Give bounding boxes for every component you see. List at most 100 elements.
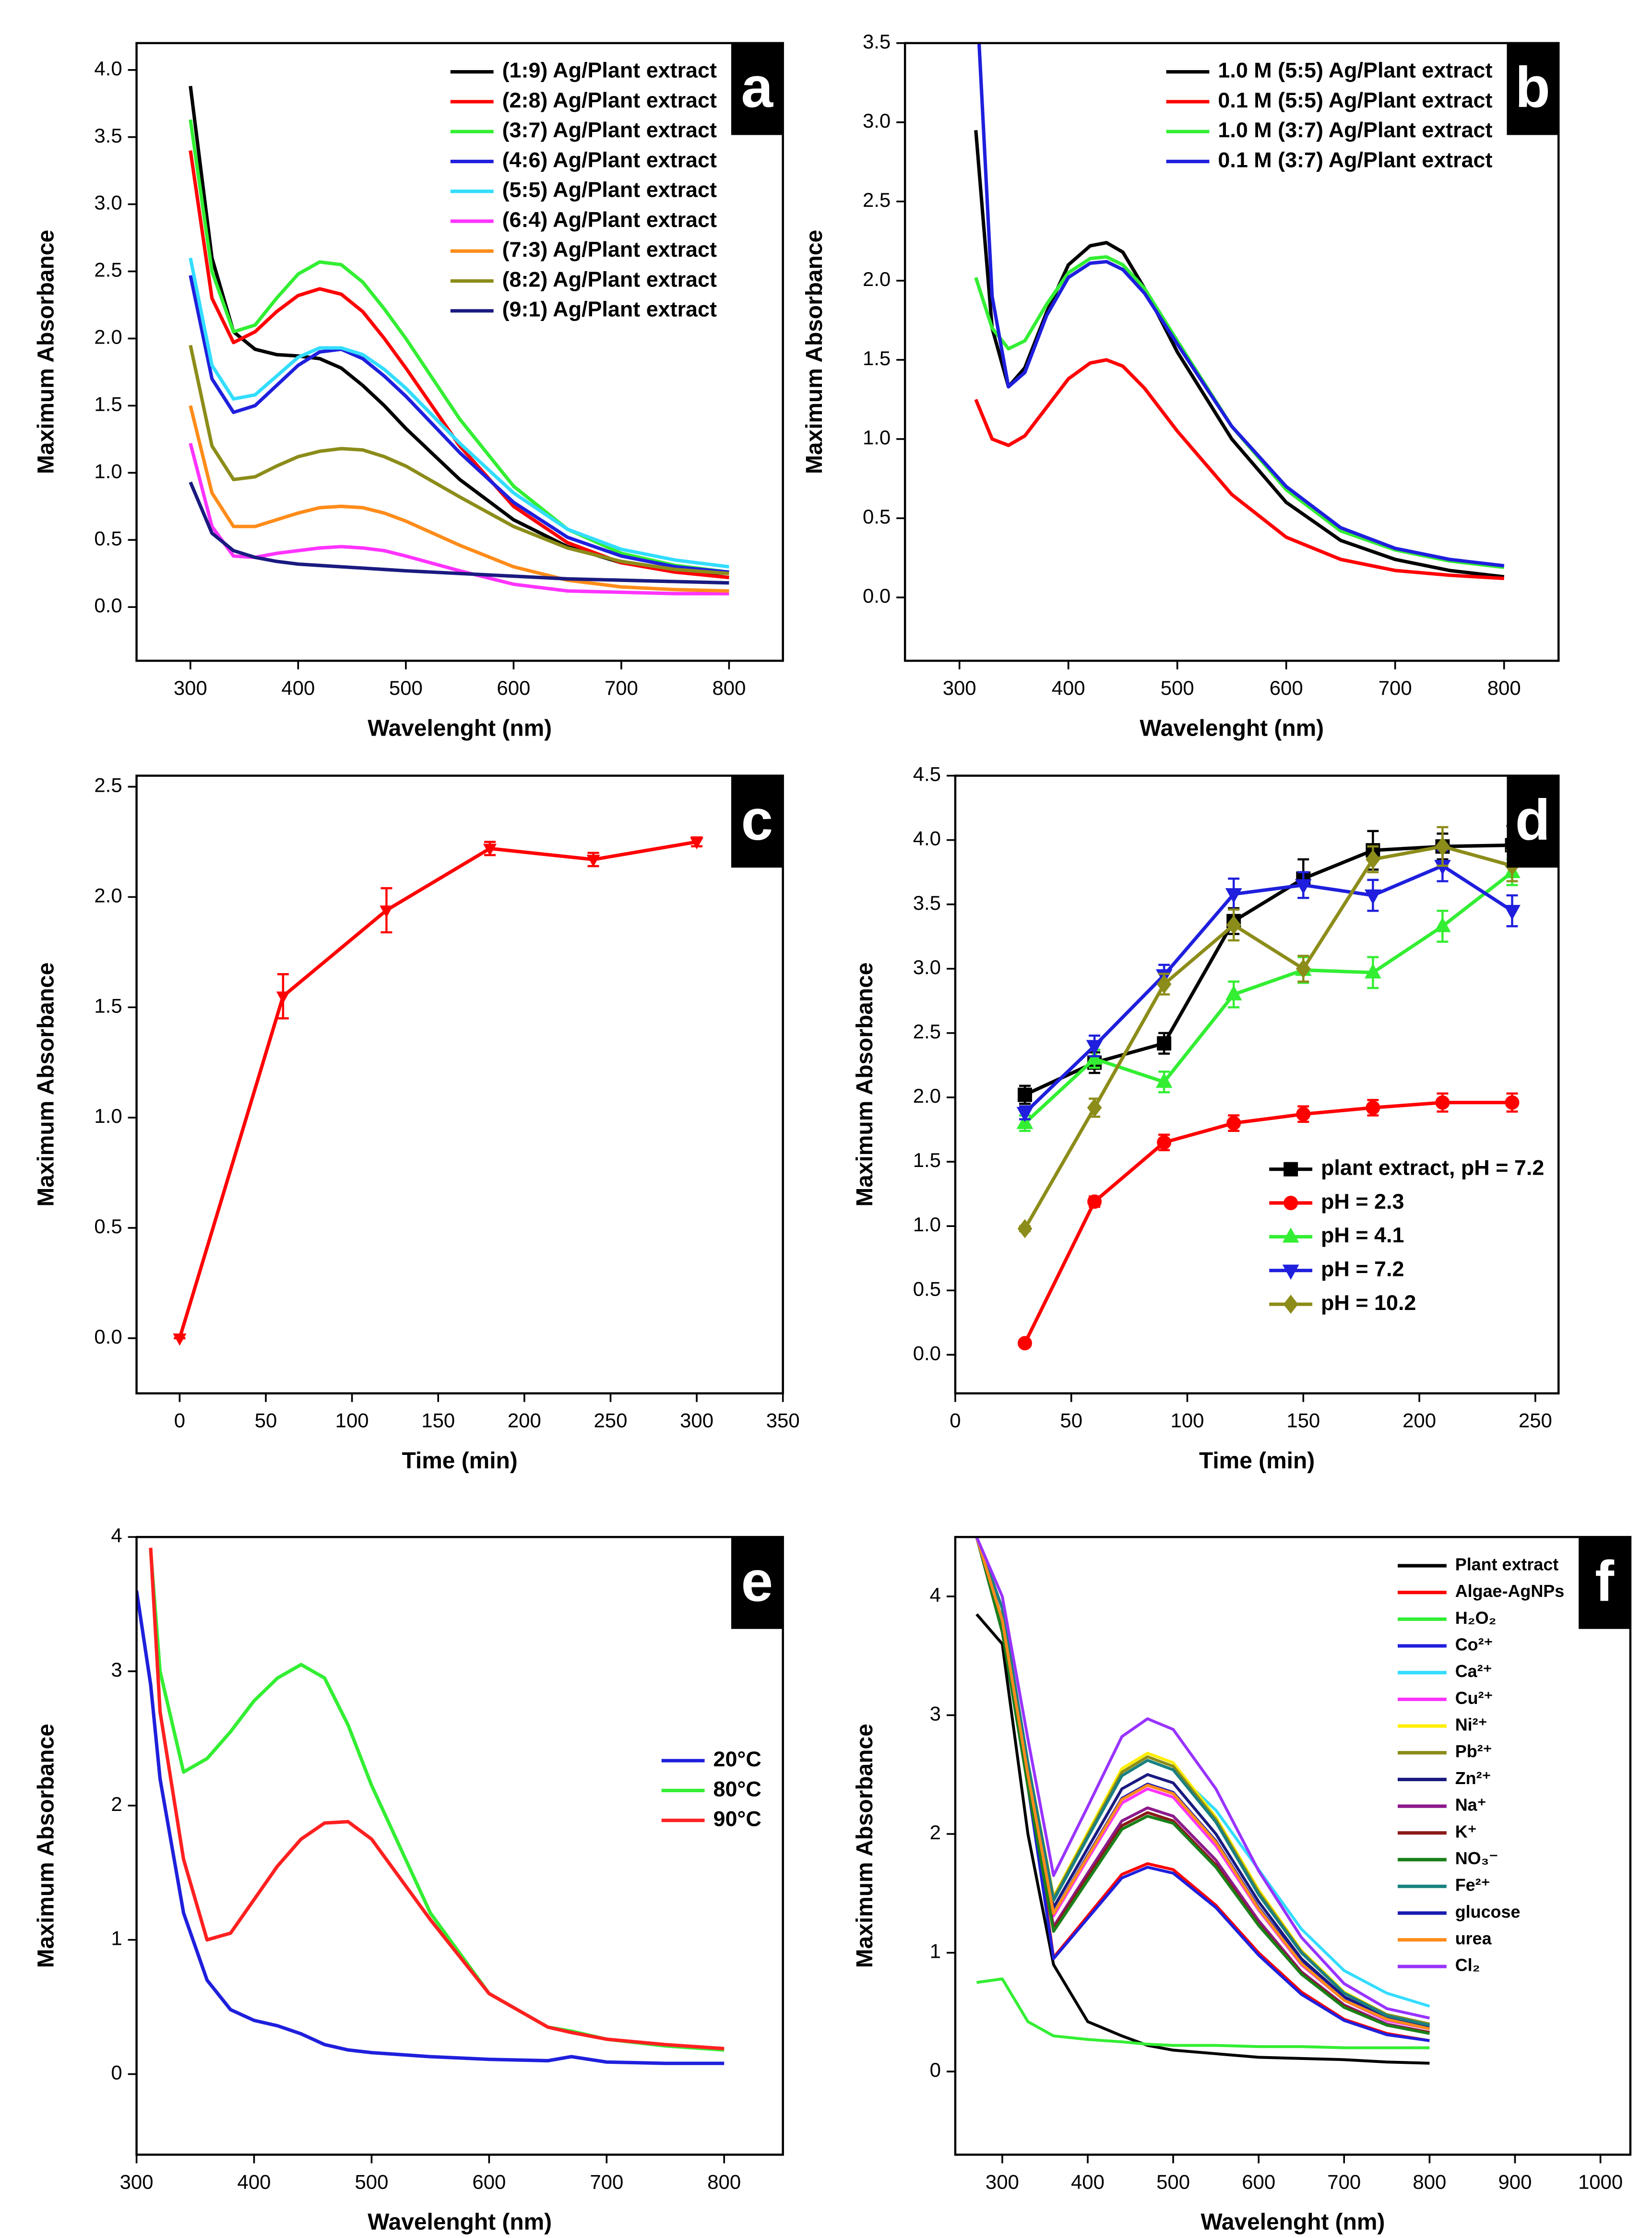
series-line (975, 1537, 1430, 2027)
x-tick-label: 0 (174, 1409, 185, 1432)
legend-label: H₂O₂ (1455, 1608, 1497, 1628)
marker (586, 855, 600, 867)
legend-label: (4:6) Ag/Plant extract (502, 147, 717, 172)
y-tick-label: 0 (930, 2059, 941, 2081)
y-tick-label: 4.0 (94, 57, 122, 80)
y-tick-label: 3 (111, 1658, 122, 1681)
series-line (1023, 1101, 1512, 1344)
marker (1225, 888, 1242, 904)
y-tick-label: 3.5 (94, 124, 122, 147)
y-tick-label: 1.0 (913, 1213, 941, 1236)
y-axis-title: Maximum Absorbance (34, 230, 59, 474)
series-line (975, 1537, 1430, 2028)
panel-label: f (1595, 1550, 1615, 1614)
legend-label: Cl₂ (1455, 1955, 1480, 1975)
y-tick-label: 0.0 (94, 1325, 122, 1348)
y-axis-title: Maximum Absorbance (802, 230, 827, 474)
legend-label: pH = 4.1 (1321, 1223, 1404, 1247)
y-tick-label: 4 (111, 1524, 122, 1547)
y-tick-label: 0.5 (913, 1277, 941, 1300)
x-tick-label: 1000 (1578, 2170, 1623, 2193)
series-line (189, 150, 729, 580)
series-line (189, 442, 729, 595)
legend-label: (6:4) Ag/Plant extract (502, 207, 717, 232)
x-tick-label: 300 (680, 1409, 713, 1432)
series-line (189, 345, 729, 575)
series-line (975, 1537, 1430, 2042)
y-tick-label: 1 (930, 1940, 941, 1963)
legend-label: pH = 7.2 (1321, 1257, 1404, 1281)
series-line (189, 257, 729, 569)
y-tick-label: 2.0 (94, 326, 122, 348)
marker (1225, 985, 1242, 1000)
x-tick-label: 500 (1156, 2170, 1190, 2193)
legend-label: 1.0 M (3:7) Ag/Plant extract (1218, 118, 1492, 142)
y-tick-label: 1.5 (94, 994, 122, 1017)
legend-label: 1.0 M (5:5) Ag/Plant extract (1218, 58, 1492, 83)
panel-label: d (1515, 788, 1550, 852)
marker (1017, 1219, 1033, 1238)
series-line (1023, 845, 1513, 1230)
legend-label: Zn²⁺ (1455, 1768, 1491, 1788)
plot-frame (903, 42, 1560, 662)
x-tick-label: 400 (238, 2170, 271, 2193)
marker (1504, 905, 1521, 920)
marker (1365, 889, 1381, 905)
plot-area (136, 1548, 725, 2065)
marker (1087, 1194, 1102, 1209)
y-axis-title: Maximum Absorbance (34, 1724, 59, 1968)
x-tick-label: 200 (1402, 1409, 1436, 1432)
x-tick-label: 500 (1161, 677, 1194, 699)
x-tick-label: 150 (1286, 1409, 1320, 1432)
y-axis-title: Maximum Absorbance (34, 963, 59, 1207)
marker (1018, 1336, 1032, 1351)
panel: 300 400 500 600 700 800 900 1000 0 1 2 3 4 Wavelenght… (852, 1536, 1632, 2235)
x-tick-label: 0 (950, 1409, 961, 1432)
plot-frame (135, 42, 784, 662)
legend-label: 80°C (713, 1776, 761, 1801)
series-line (178, 840, 697, 1339)
marker (276, 991, 290, 1004)
legend-label: urea (1455, 1928, 1492, 1948)
marker (1365, 963, 1381, 979)
panel: 300 400 500 600 700 800 0.0 0.5 1.0 1.5 2.0 2.5 3.0 3… (34, 42, 784, 741)
series-line (975, 1537, 1430, 2030)
x-tick-label: 100 (1171, 1409, 1204, 1432)
y-tick-label: 3 (930, 1702, 941, 1725)
y-tick-label: 1.5 (913, 1149, 941, 1171)
y-tick-label: 1.0 (94, 460, 122, 482)
legend-label: Algae-AgNPs (1455, 1581, 1564, 1601)
x-tick-label: 700 (605, 677, 638, 699)
panel: 300 400 500 600 700 800 0 1 2 3 4 Wavelenght (nm) Ma… (34, 1524, 784, 2235)
series-line (974, 130, 1505, 579)
panel-label-box (731, 775, 783, 868)
x-tick-label: 900 (1498, 2170, 1532, 2193)
series-line (975, 1537, 1430, 2025)
plot-frame (954, 1536, 1632, 2156)
marker (1295, 959, 1311, 978)
marker (1086, 1049, 1103, 1065)
legend-label: pH = 10.2 (1321, 1290, 1416, 1315)
legend-label: (7:3) Ag/Plant extract (502, 237, 717, 262)
y-tick-label: 2.5 (863, 189, 891, 211)
legend-label: (8:2) Ag/Plant extract (502, 267, 717, 291)
y-tick-label: 4.5 (913, 763, 941, 786)
y-tick-label: 0 (111, 2061, 122, 2084)
x-axis-title: Wavelenght (nm) (368, 715, 552, 741)
legend-label: Plant extract (1455, 1554, 1559, 1574)
series-line (974, 358, 1504, 581)
legend-label: Pb²⁺ (1455, 1741, 1492, 1761)
y-tick-label: 0.0 (913, 1342, 941, 1364)
legend-label: (5:5) Ag/Plant extract (502, 178, 717, 202)
panel-label-box (731, 1537, 783, 1629)
marker (1284, 1196, 1298, 1210)
y-tick-label: 2 (111, 1793, 122, 1815)
marker (1435, 1095, 1450, 1110)
series-line (975, 1537, 1430, 2030)
series-line (189, 275, 729, 574)
plot-frame (135, 1536, 784, 2156)
series-line (975, 1537, 1430, 2042)
marker (1366, 849, 1380, 869)
